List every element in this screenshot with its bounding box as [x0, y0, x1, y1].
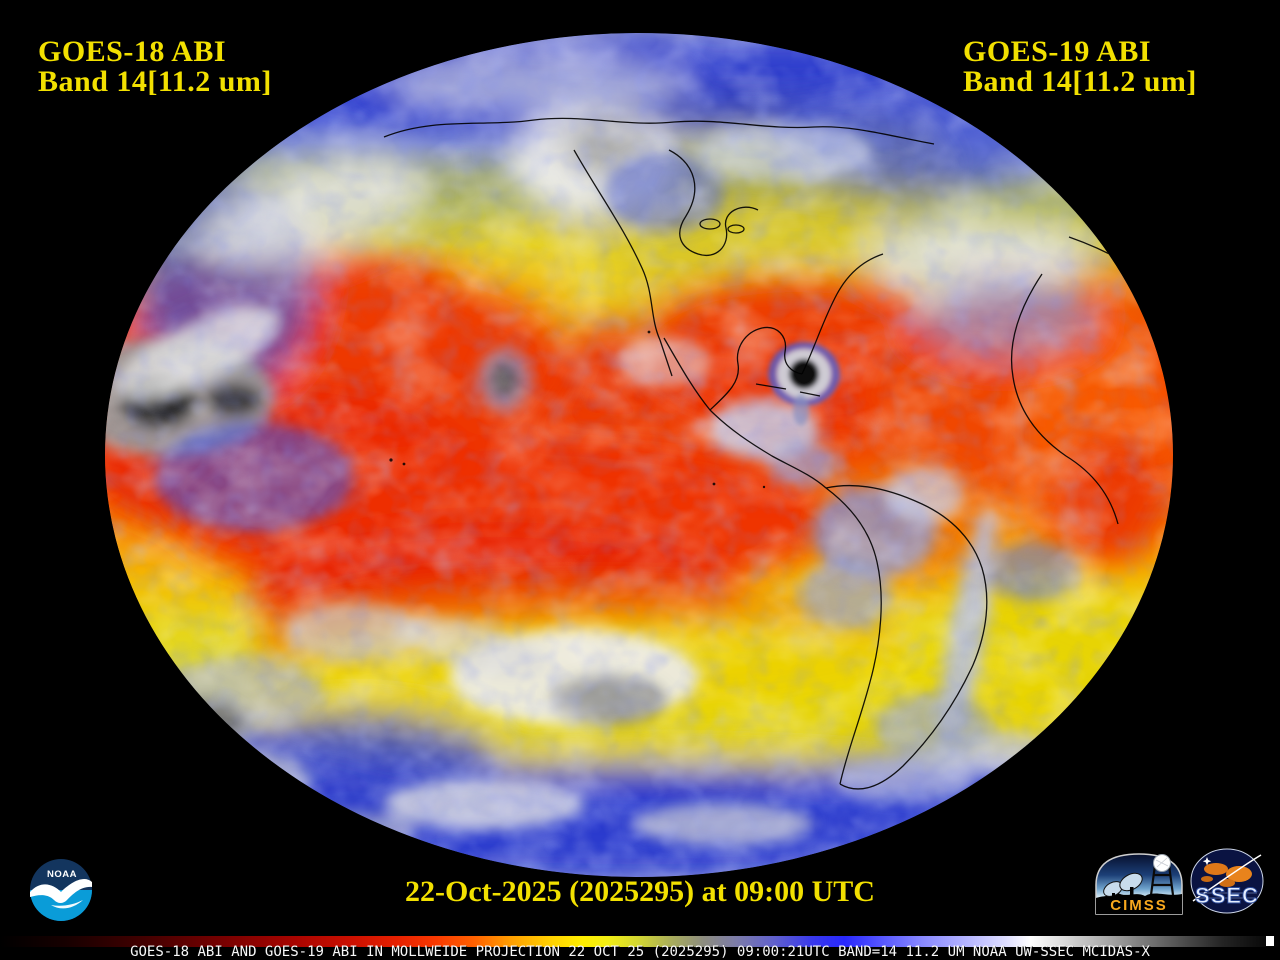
star-icon — [1202, 857, 1212, 866]
globe-continents-icon — [1201, 863, 1252, 887]
hurricane-cold-cloud — [768, 342, 840, 426]
satellite-earth-image — [105, 33, 1173, 877]
noaa-bird-icon — [30, 879, 92, 909]
radome-tower-icon — [1149, 854, 1175, 896]
orbit-arc-icon — [1192, 854, 1262, 902]
colorbar — [0, 936, 1280, 947]
coastline-overlay — [383, 117, 1127, 790]
ssec-logo-label: SSEC — [1195, 883, 1259, 908]
ssec-logo: SSEC — [1190, 848, 1264, 914]
status-line: GOES-18 ABI AND GOES-19 ABI IN MOLLWEIDE… — [130, 944, 1150, 960]
timestamp-caption: 22-Oct-2025 (2025295) at 09:00 UTC — [405, 875, 875, 908]
right-title-line1: GOES-19 ABI — [963, 35, 1152, 68]
right-satellite-title: GOES-19 ABI Band 14[11.2 um] — [963, 37, 1197, 97]
left-title-line1: GOES-18 ABI — [38, 35, 227, 68]
cimss-logo-label: CIMSS — [1110, 897, 1168, 914]
island-dots — [389, 330, 766, 489]
left-title-line2: Band 14[11.2 um] — [38, 65, 272, 98]
noaa-logo: NOAA — [30, 859, 92, 921]
cimss-logo: CIMSS — [1095, 853, 1183, 915]
satellite-dish-icon — [1103, 872, 1143, 902]
noaa-logo-label: NOAA — [47, 869, 77, 880]
colorbar-end-marker — [1266, 936, 1274, 946]
right-title-line2: Band 14[11.2 um] — [963, 65, 1197, 98]
left-satellite-title: GOES-18 ABI Band 14[11.2 um] — [38, 37, 272, 97]
